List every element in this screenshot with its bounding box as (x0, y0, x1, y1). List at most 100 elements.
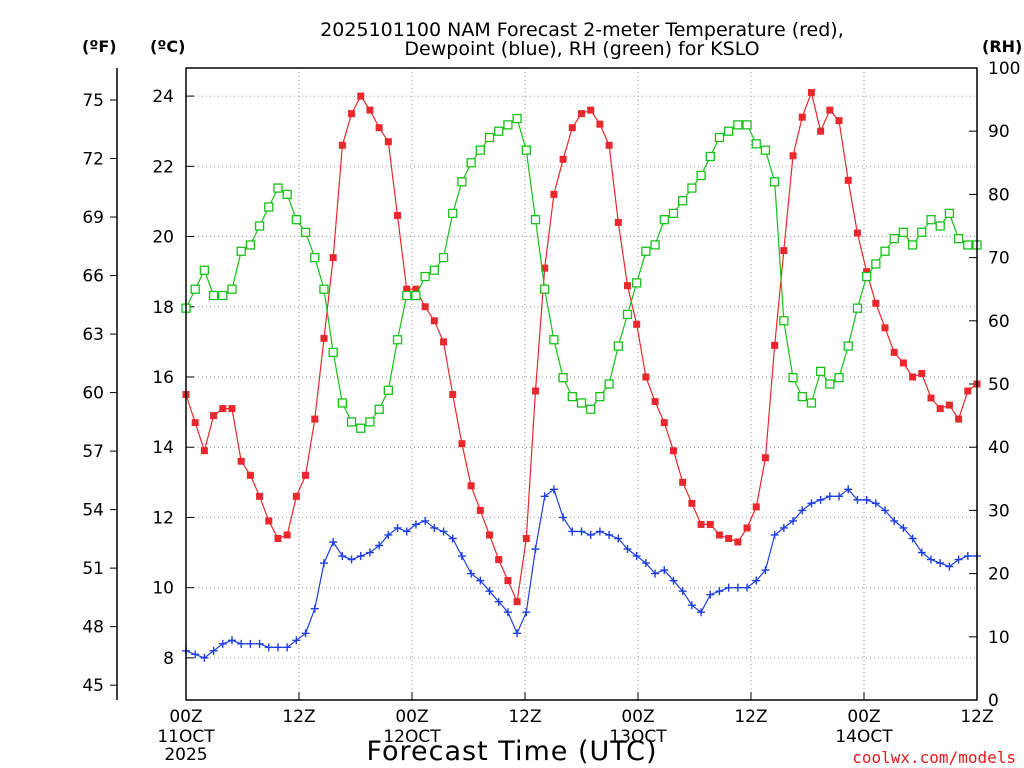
temperature-point (899, 359, 907, 367)
rh-tick-label: 0 (988, 691, 999, 711)
fahrenheit-tick-label: 66 (82, 267, 104, 287)
rh-point (678, 196, 688, 206)
rh-point (898, 227, 909, 237)
rh-point (944, 208, 955, 219)
dewpoint-point (733, 583, 742, 592)
temperature-point (669, 447, 677, 455)
dewpoint-point (687, 601, 696, 610)
dewpoint-point (798, 506, 807, 515)
rh-point (742, 120, 752, 130)
rh-point (494, 126, 504, 136)
rh-point (264, 202, 274, 212)
rh-point (356, 423, 366, 433)
x-axis-label: Forecast Time (UTC) (366, 736, 657, 767)
dewpoint-point (237, 639, 246, 648)
temperature-point (780, 247, 788, 255)
fahrenheit-tick-label: 63 (82, 325, 104, 345)
rh-tick-label: 20 (988, 565, 1010, 585)
celsius-tick-label: 14 (152, 438, 174, 458)
rh-point (696, 170, 706, 181)
rh-point (365, 417, 375, 427)
temperature-point (568, 124, 576, 132)
rh-tick-label: 70 (988, 249, 1010, 269)
celsius-tick-label: 10 (152, 579, 174, 599)
dewpoint-point (209, 646, 218, 655)
rh-point (300, 227, 311, 237)
temperature-point (302, 471, 310, 479)
dewpoint-point (476, 576, 485, 585)
temperature-point (476, 506, 484, 514)
rh-point (549, 335, 559, 345)
temperature-point (421, 303, 429, 311)
temperature-point (311, 415, 319, 423)
dewpoint-point (255, 639, 264, 648)
rh-tick-label: 30 (988, 501, 1010, 521)
temperature-point (338, 141, 346, 149)
dewpoint-point (835, 492, 844, 501)
rh-point (291, 215, 302, 225)
rh-tick-label: 60 (988, 312, 1010, 332)
dewpoint-point (283, 643, 292, 652)
temperature-point (541, 264, 549, 272)
rh-point (438, 252, 449, 263)
rh-point (245, 240, 256, 250)
fahrenheit-tick-label: 45 (82, 676, 104, 696)
date-tick-label: 13OCT (609, 727, 667, 747)
dewpoint-point (439, 527, 448, 536)
temperature-point (651, 398, 659, 406)
rh-point (760, 145, 771, 155)
temperature-point (513, 598, 521, 606)
rh-point (907, 240, 918, 250)
dewpoint-point (457, 552, 466, 561)
temperature-point (688, 499, 696, 507)
rh-point (227, 284, 237, 294)
date-tick-label: 14OCT (835, 727, 893, 747)
celsius-unit-label: (ºC) (150, 37, 185, 56)
temperature-point (734, 538, 742, 546)
fahrenheit-tick-label: 75 (82, 91, 104, 111)
rh-point (613, 341, 623, 351)
time-tick-label: 00Z (395, 707, 428, 727)
rh-axis: 0 10 20 30 40 50 60 70 80 90 100 (969, 59, 1020, 711)
rh-point (273, 183, 283, 193)
temperature-point (927, 394, 935, 402)
rh-point (806, 398, 817, 408)
rh-tick-label: 40 (988, 438, 1010, 458)
temperature-point (789, 152, 797, 160)
rh-point (218, 290, 228, 301)
rh-unit-label: (RH) (982, 37, 1022, 56)
rh-point (852, 303, 863, 313)
rh-point (880, 246, 890, 256)
fahrenheit-tick-label: 57 (82, 442, 104, 462)
temperature-point (403, 285, 411, 293)
rh-point (659, 215, 669, 225)
temperature-point (191, 419, 199, 427)
rh-point (815, 366, 826, 377)
dewpoint-point (264, 643, 273, 652)
temperature-point (596, 120, 604, 128)
dewpoint-point (227, 636, 236, 645)
temperature-point (228, 405, 236, 413)
rh-tick-label: 50 (988, 375, 1010, 395)
temperature-point (909, 373, 917, 381)
dewpoint-point (329, 538, 338, 546)
fahrenheit-tick-label: 48 (82, 618, 104, 638)
chart-title-line-2: Dewpoint (blue), RH (green) for KSLO (404, 38, 759, 60)
dewpoint-point (384, 530, 393, 539)
rh-point (282, 189, 292, 200)
temperature-point (449, 391, 457, 399)
dewpoint-point (595, 527, 604, 536)
celsius-tick-label: 16 (152, 368, 174, 388)
rh-point (567, 391, 577, 402)
dewpoint-point (899, 523, 908, 532)
temperature-point (807, 89, 815, 97)
temperature-point (348, 110, 356, 118)
year-tick-label: 2025 (164, 745, 207, 765)
dewpoint-point (421, 516, 430, 525)
temperature-point (761, 454, 769, 462)
dewpoint-point (614, 534, 623, 543)
rh-point (466, 158, 476, 168)
temperature-point (384, 138, 392, 146)
